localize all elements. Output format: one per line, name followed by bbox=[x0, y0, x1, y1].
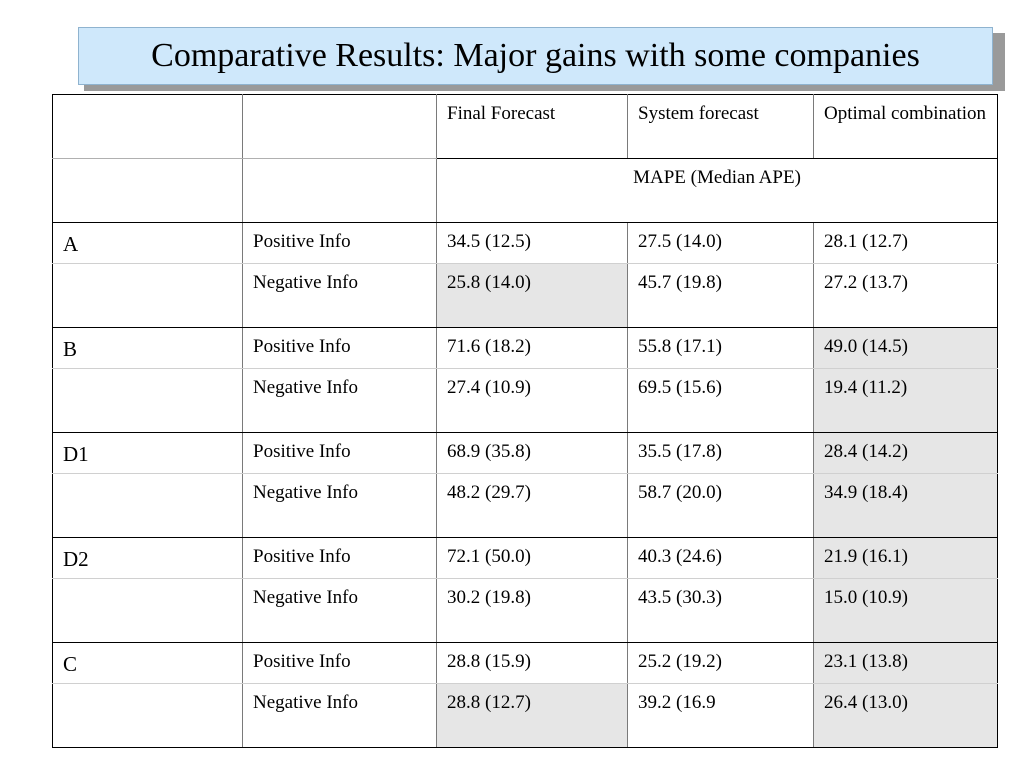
info-type-label: Negative Info bbox=[242, 368, 437, 433]
metric-label: MAPE (Median APE) bbox=[436, 158, 998, 223]
table-row: A Positive Info 34.5 (12.5) 27.5 (14.0) 28.1… bbox=[52, 222, 998, 264]
value-cell: 55.8 (17.1) bbox=[627, 327, 814, 369]
company-empty-cell bbox=[52, 683, 243, 748]
value-cell: 27.4 (10.9) bbox=[436, 368, 628, 433]
value-cell: 34.5 (12.5) bbox=[436, 222, 628, 264]
company-name: C bbox=[52, 642, 243, 684]
column-header-optimal-combination: Optimal combination bbox=[813, 94, 998, 159]
value-cell: 58.7 (20.0) bbox=[627, 473, 814, 538]
value-cell: 48.2 (29.7) bbox=[436, 473, 628, 538]
value-cell: 25.8 (14.0) bbox=[436, 263, 628, 328]
table-row: Negative Info 30.2 (19.8) 43.5 (30.3) 15.0 … bbox=[52, 578, 998, 643]
column-header-system-forecast: System forecast bbox=[627, 94, 814, 159]
table-row: Negative Info 27.4 (10.9) 69.5 (15.6) 19.4 … bbox=[52, 368, 998, 433]
value-cell: 21.9 (16.1) bbox=[813, 537, 998, 579]
company-empty-cell bbox=[52, 263, 243, 328]
value-cell: 27.5 (14.0) bbox=[627, 222, 814, 264]
value-cell: 28.4 (14.2) bbox=[813, 432, 998, 474]
info-type-label: Positive Info bbox=[242, 642, 437, 684]
metric-empty-cell bbox=[242, 158, 437, 223]
info-type-label: Negative Info bbox=[242, 578, 437, 643]
company-name: D1 bbox=[52, 432, 243, 474]
value-cell: 43.5 (30.3) bbox=[627, 578, 814, 643]
info-type-label: Positive Info bbox=[242, 222, 437, 264]
value-cell: 72.1 (50.0) bbox=[436, 537, 628, 579]
value-cell: 30.2 (19.8) bbox=[436, 578, 628, 643]
value-cell: 27.2 (13.7) bbox=[813, 263, 998, 328]
value-cell: 23.1 (13.8) bbox=[813, 642, 998, 684]
value-cell: 19.4 (11.2) bbox=[813, 368, 998, 433]
metric-empty-cell bbox=[52, 158, 243, 223]
company-name: A bbox=[52, 222, 243, 264]
value-cell: 39.2 (16.9 bbox=[627, 683, 814, 748]
value-cell: 26.4 (13.0) bbox=[813, 683, 998, 748]
value-cell: 71.6 (18.2) bbox=[436, 327, 628, 369]
value-cell: 25.2 (19.2) bbox=[627, 642, 814, 684]
value-cell: 28.8 (15.9) bbox=[436, 642, 628, 684]
info-type-label: Negative Info bbox=[242, 683, 437, 748]
value-cell: 28.1 (12.7) bbox=[813, 222, 998, 264]
company-name: B bbox=[52, 327, 243, 369]
value-cell: 28.8 (12.7) bbox=[436, 683, 628, 748]
value-cell: 34.9 (18.4) bbox=[813, 473, 998, 538]
value-cell: 49.0 (14.5) bbox=[813, 327, 998, 369]
company-empty-cell bbox=[52, 473, 243, 538]
value-cell: 68.9 (35.8) bbox=[436, 432, 628, 474]
results-table: Final Forecast System forecast Optimal c… bbox=[52, 94, 998, 748]
header-empty-cell bbox=[242, 94, 437, 159]
table-row: Negative Info 48.2 (29.7) 58.7 (20.0) 34.9 … bbox=[52, 473, 998, 538]
column-header-final-forecast: Final Forecast bbox=[436, 94, 628, 159]
company-empty-cell bbox=[52, 578, 243, 643]
value-cell: 15.0 (10.9) bbox=[813, 578, 998, 643]
info-type-label: Negative Info bbox=[242, 263, 437, 328]
value-cell: 35.5 (17.8) bbox=[627, 432, 814, 474]
info-type-label: Positive Info bbox=[242, 432, 437, 474]
value-cell: 45.7 (19.8) bbox=[627, 263, 814, 328]
table-row: D1 Positive Info 68.9 (35.8) 35.5 (17.8) 28.… bbox=[52, 432, 998, 474]
info-type-label: Positive Info bbox=[242, 327, 437, 369]
results-table-body: Final Forecast System forecast Optimal c… bbox=[52, 94, 998, 748]
info-type-label: Positive Info bbox=[242, 537, 437, 579]
header-empty-cell bbox=[52, 94, 243, 159]
table-row: D2 Positive Info 72.1 (50.0) 40.3 (24.6) 21.… bbox=[52, 537, 998, 579]
table-row: C Positive Info 28.8 (15.9) 25.2 (19.2) 23.1… bbox=[52, 642, 998, 684]
slide-title: Comparative Results: Major gains with so… bbox=[78, 27, 993, 85]
value-cell: 69.5 (15.6) bbox=[627, 368, 814, 433]
metric-row: MAPE (Median APE) bbox=[52, 158, 998, 223]
company-name: D2 bbox=[52, 537, 243, 579]
info-type-label: Negative Info bbox=[242, 473, 437, 538]
value-cell: 40.3 (24.6) bbox=[627, 537, 814, 579]
company-empty-cell bbox=[52, 368, 243, 433]
column-header-row: Final Forecast System forecast Optimal c… bbox=[52, 94, 998, 159]
table-row: Negative Info 25.8 (14.0) 45.7 (19.8) 27.2 … bbox=[52, 263, 998, 328]
table-row: B Positive Info 71.6 (18.2) 55.8 (17.1) 49.0… bbox=[52, 327, 998, 369]
table-row: Negative Info 28.8 (12.7) 39.2 (16.9 26.4 (… bbox=[52, 683, 998, 748]
